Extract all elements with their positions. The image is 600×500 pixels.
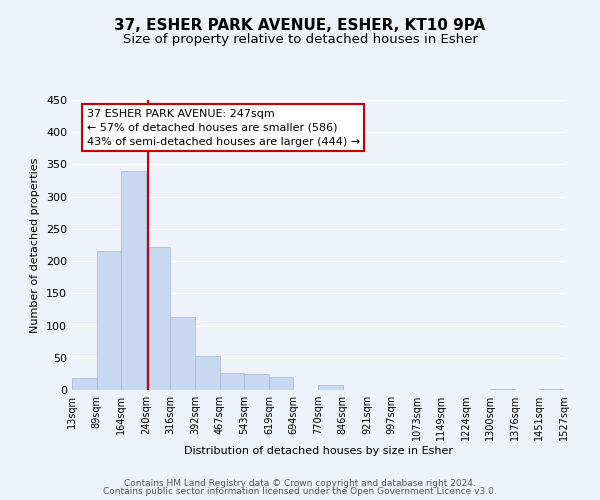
- Bar: [195, 356, 220, 390]
- Bar: [146, 247, 170, 390]
- Bar: [121, 171, 146, 390]
- Bar: [318, 386, 343, 390]
- X-axis label: Distribution of detached houses by size in Esher: Distribution of detached houses by size …: [184, 446, 452, 456]
- Bar: [269, 377, 293, 390]
- Bar: [72, 378, 97, 390]
- Text: Contains public sector information licensed under the Open Government Licence v3: Contains public sector information licen…: [103, 487, 497, 496]
- Text: 37 ESHER PARK AVENUE: 247sqm
← 57% of detached houses are smaller (586)
43% of s: 37 ESHER PARK AVENUE: 247sqm ← 57% of de…: [87, 108, 360, 146]
- Y-axis label: Number of detached properties: Number of detached properties: [31, 158, 40, 332]
- Bar: [539, 388, 564, 390]
- Bar: [490, 388, 515, 390]
- Bar: [220, 373, 244, 390]
- Bar: [97, 252, 121, 390]
- Bar: [244, 374, 269, 390]
- Text: Contains HM Land Registry data © Crown copyright and database right 2024.: Contains HM Land Registry data © Crown c…: [124, 478, 476, 488]
- Text: Size of property relative to detached houses in Esher: Size of property relative to detached ho…: [122, 32, 478, 46]
- Text: 37, ESHER PARK AVENUE, ESHER, KT10 9PA: 37, ESHER PARK AVENUE, ESHER, KT10 9PA: [115, 18, 485, 32]
- Bar: [170, 317, 195, 390]
